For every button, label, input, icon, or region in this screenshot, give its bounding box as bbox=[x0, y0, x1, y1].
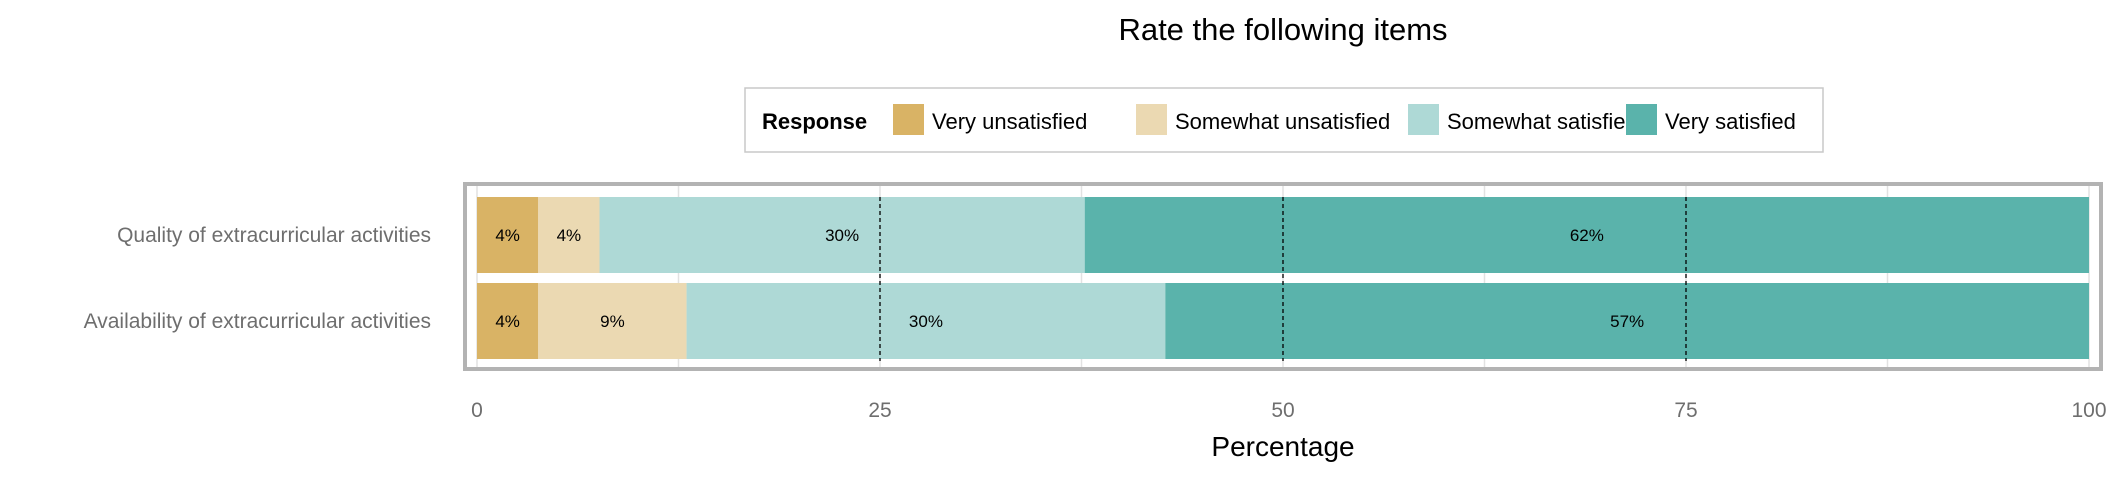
bar-segment bbox=[477, 283, 539, 359]
data-label: 4% bbox=[495, 312, 520, 331]
bar-segment bbox=[477, 197, 539, 273]
data-label: 4% bbox=[495, 226, 520, 245]
data-label: 30% bbox=[825, 226, 859, 245]
bar-segment bbox=[686, 283, 1166, 359]
bar-segment bbox=[1165, 283, 2089, 359]
x-tick-label: 50 bbox=[1271, 399, 1294, 422]
legend-swatch bbox=[1408, 104, 1439, 135]
bar-segment bbox=[1084, 197, 2089, 273]
bar-segment bbox=[538, 197, 600, 273]
category-label: Availability of extracurricular activiti… bbox=[84, 310, 431, 333]
x-tick-label: 100 bbox=[2071, 399, 2106, 422]
x-tick-label: 0 bbox=[471, 399, 483, 422]
x-tick-label: 75 bbox=[1674, 399, 1697, 422]
panel-border bbox=[463, 182, 2103, 371]
bar-segment bbox=[538, 283, 687, 359]
data-label: 4% bbox=[557, 226, 582, 245]
legend-label: Somewhat satisfied bbox=[1447, 109, 1638, 134]
legend-items: Very unsatisfied Somewhat unsatisfied Some… bbox=[893, 104, 1796, 135]
legend-label: Very unsatisfied bbox=[932, 109, 1087, 134]
legend-title: Response bbox=[762, 109, 867, 134]
legend-swatch bbox=[893, 104, 924, 135]
data-label: 57% bbox=[1610, 312, 1644, 331]
legend-label: Somewhat unsatisfied bbox=[1175, 109, 1390, 134]
data-label: 9% bbox=[600, 312, 625, 331]
x-tick-label: 25 bbox=[868, 399, 891, 422]
legend-swatch bbox=[1136, 104, 1167, 135]
category-label: Quality of extracurricular activities bbox=[117, 224, 431, 247]
legend-label: Very satisfied bbox=[1665, 109, 1796, 134]
data-label: 30% bbox=[909, 312, 943, 331]
x-axis-title: Percentage bbox=[1211, 431, 1354, 462]
x-tick-labels: 0 25 50 75 100 bbox=[471, 399, 2106, 422]
legend: Response Very unsatisfied Somewhat unsati… bbox=[744, 87, 1824, 153]
reference-lines bbox=[879, 197, 1687, 361]
data-label: 62% bbox=[1570, 226, 1604, 245]
category-labels: Quality of extracurricular activities Ava… bbox=[84, 224, 431, 333]
chart-title: Rate the following items bbox=[1118, 12, 1447, 47]
bars: 4% 4% 30% 62% 4% 9% 30% 57% bbox=[477, 197, 2089, 359]
bar-segment bbox=[599, 197, 1085, 273]
legend-swatch bbox=[1626, 104, 1657, 135]
